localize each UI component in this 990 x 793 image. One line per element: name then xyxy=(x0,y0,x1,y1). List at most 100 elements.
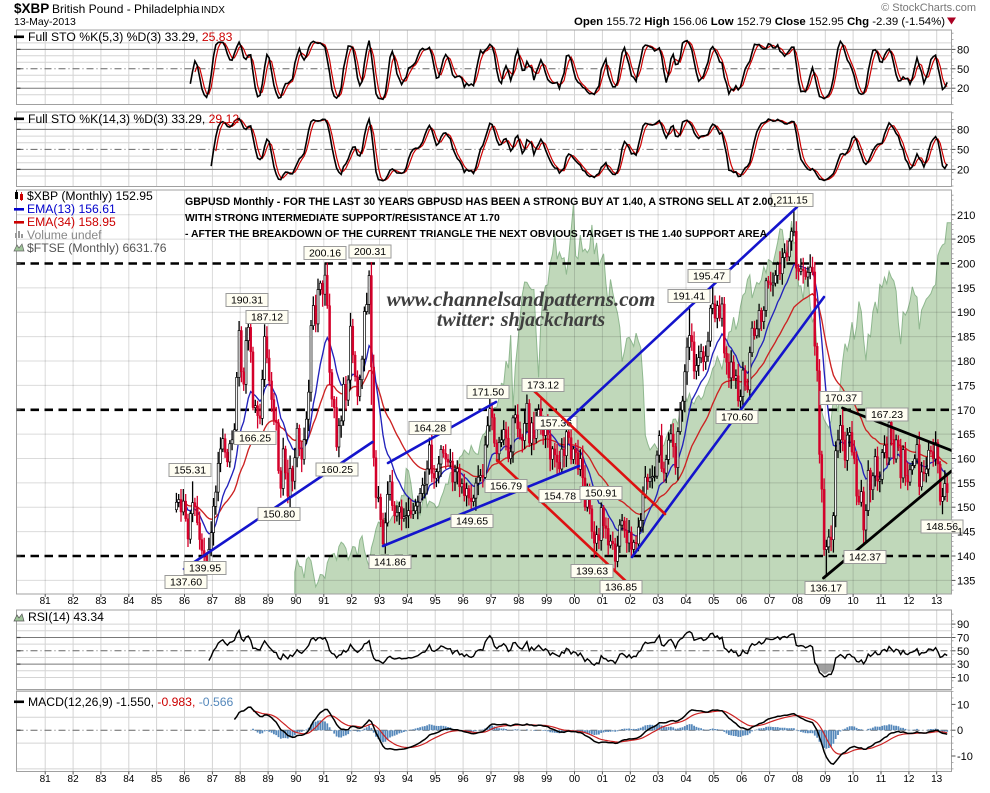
svg-text:136.85: 136.85 xyxy=(605,582,637,594)
svg-text:185: 185 xyxy=(957,332,975,344)
svg-text:50: 50 xyxy=(957,144,969,156)
svg-text:190.31: 190.31 xyxy=(231,295,263,307)
svg-text:04: 04 xyxy=(680,596,692,607)
svg-text:98: 98 xyxy=(513,596,525,607)
svg-text:$XBP (Monthly) 152.95: $XBP (Monthly) 152.95 xyxy=(27,189,153,203)
svg-text:50: 50 xyxy=(957,646,969,658)
svg-text:08: 08 xyxy=(792,774,804,785)
svg-text:50: 50 xyxy=(957,64,969,76)
svg-text:97: 97 xyxy=(485,774,497,785)
svg-text:90: 90 xyxy=(290,774,302,785)
svg-text:180: 180 xyxy=(957,356,975,368)
svg-text:EMA(13) 156.61: EMA(13) 156.61 xyxy=(27,202,116,216)
svg-text:03: 03 xyxy=(653,596,665,607)
svg-text:167.23: 167.23 xyxy=(871,409,903,421)
svg-text:88: 88 xyxy=(235,596,247,607)
svg-text:70: 70 xyxy=(957,633,969,645)
svg-text:12: 12 xyxy=(903,774,915,785)
svg-text:91: 91 xyxy=(318,774,330,785)
svg-text:13: 13 xyxy=(931,596,943,607)
svg-text:06: 06 xyxy=(736,774,748,785)
svg-text:91: 91 xyxy=(318,596,330,607)
svg-text:83: 83 xyxy=(95,774,107,785)
svg-text:171.50: 171.50 xyxy=(472,387,504,399)
svg-text:97: 97 xyxy=(485,596,497,607)
svg-text:95: 95 xyxy=(430,596,442,607)
svg-text:13-May-2013: 13-May-2013 xyxy=(14,16,76,28)
svg-text:148.56: 148.56 xyxy=(926,521,958,533)
svg-text:MACD(12,26,9) -1.550, -0.983,: MACD(12,26,9) -1.550, -0.983, -0.566 xyxy=(28,695,234,709)
svg-text:160.25: 160.25 xyxy=(321,464,353,476)
svg-text:86: 86 xyxy=(179,774,191,785)
svg-text:93: 93 xyxy=(374,774,386,785)
svg-text:92: 92 xyxy=(346,774,358,785)
svg-text:07: 07 xyxy=(764,596,776,607)
svg-text:140: 140 xyxy=(957,551,975,563)
svg-text:211.15: 211.15 xyxy=(776,195,807,207)
svg-text:$FTSE (Monthly) 6631.76: $FTSE (Monthly) 6631.76 xyxy=(27,241,167,255)
svg-text:10: 10 xyxy=(957,673,969,685)
svg-text:00: 00 xyxy=(569,774,581,785)
svg-text:142.37: 142.37 xyxy=(849,552,881,564)
svg-text:05: 05 xyxy=(708,596,720,607)
svg-text:149.65: 149.65 xyxy=(456,516,488,528)
svg-text:94: 94 xyxy=(402,596,414,607)
svg-text:95: 95 xyxy=(430,774,442,785)
svg-text:154.78: 154.78 xyxy=(544,491,576,503)
svg-text:WITH STRONG INTERMEDIATE SUPPO: WITH STRONG INTERMEDIATE SUPPORT/RESISTA… xyxy=(185,213,500,224)
svg-text:170.37: 170.37 xyxy=(825,393,857,405)
svg-text:01: 01 xyxy=(597,596,609,607)
svg-text:10: 10 xyxy=(957,699,969,711)
svg-text:155.31: 155.31 xyxy=(174,465,206,477)
svg-text:Full STO %K(14,3) %D(3) 33.29,: Full STO %K(14,3) %D(3) 33.29, 29.12 xyxy=(28,112,239,126)
svg-text:11: 11 xyxy=(876,774,887,785)
svg-text:www.channelsandpatterns.com: www.channelsandpatterns.com xyxy=(387,287,656,311)
svg-text:0: 0 xyxy=(957,725,963,737)
svg-text:166.25: 166.25 xyxy=(239,433,271,445)
svg-text:83: 83 xyxy=(95,596,107,607)
svg-text:- AFTER THE BREAKDOWN OF THE C: - AFTER THE BREAKDOWN OF THE CURRENT TRI… xyxy=(185,229,768,240)
svg-text:01: 01 xyxy=(597,774,609,785)
svg-text:81: 81 xyxy=(40,596,52,607)
svg-text:05: 05 xyxy=(708,774,720,785)
svg-text:86: 86 xyxy=(179,596,191,607)
svg-text:90: 90 xyxy=(290,596,302,607)
svg-text:02: 02 xyxy=(625,774,637,785)
svg-text:Full STO %K(5,3) %D(3) 33.29,: Full STO %K(5,3) %D(3) 33.29, 25.83 xyxy=(28,30,233,44)
svg-text:150.91: 150.91 xyxy=(585,488,617,500)
svg-text:EMA(34) 158.95: EMA(34) 158.95 xyxy=(27,215,116,229)
svg-text:136.17: 136.17 xyxy=(810,583,842,595)
svg-text:87: 87 xyxy=(207,596,219,607)
svg-text:139.63: 139.63 xyxy=(576,566,608,578)
svg-text:96: 96 xyxy=(458,596,470,607)
svg-text:99: 99 xyxy=(541,596,553,607)
svg-text:03: 03 xyxy=(653,774,665,785)
svg-text:187.12: 187.12 xyxy=(251,312,283,324)
svg-text:165: 165 xyxy=(957,429,975,441)
svg-text:89: 89 xyxy=(263,596,275,607)
svg-text:82: 82 xyxy=(68,774,80,785)
svg-text:85: 85 xyxy=(151,596,163,607)
svg-text:02: 02 xyxy=(625,596,637,607)
svg-text:10: 10 xyxy=(848,596,860,607)
svg-text:150.80: 150.80 xyxy=(263,509,295,521)
svg-text:200: 200 xyxy=(957,259,975,271)
svg-text:94: 94 xyxy=(402,774,414,785)
svg-text:139.95: 139.95 xyxy=(189,563,221,575)
svg-text:09: 09 xyxy=(820,596,832,607)
svg-text:80: 80 xyxy=(957,124,969,136)
svg-text:09: 09 xyxy=(820,774,832,785)
svg-text:137.60: 137.60 xyxy=(170,577,202,589)
svg-text:00: 00 xyxy=(569,596,581,607)
svg-text:164.28: 164.28 xyxy=(414,423,446,435)
svg-text:190: 190 xyxy=(957,307,975,319)
svg-text:80: 80 xyxy=(957,44,969,56)
svg-text:11: 11 xyxy=(876,596,887,607)
svg-text:90: 90 xyxy=(957,619,969,631)
svg-text:89: 89 xyxy=(263,774,275,785)
svg-text:81: 81 xyxy=(40,774,52,785)
svg-text:191.41: 191.41 xyxy=(673,291,705,303)
svg-text:20: 20 xyxy=(957,164,969,176)
svg-text:87: 87 xyxy=(207,774,219,785)
svg-text:98: 98 xyxy=(513,774,525,785)
